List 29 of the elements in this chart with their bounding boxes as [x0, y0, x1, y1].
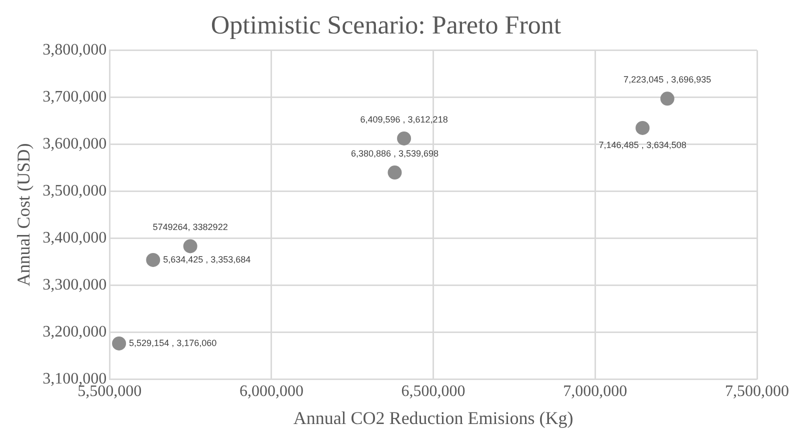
y-axis-title: Annual Cost (USD)	[14, 143, 34, 286]
point	[388, 166, 402, 180]
x-tick-label: 7,000,000	[563, 383, 628, 400]
x-tick-label: 6,500,000	[401, 383, 466, 400]
y-tick-label: 3,700,000	[42, 88, 107, 106]
y-tick-label: 3,200,000	[42, 323, 107, 340]
point	[183, 239, 198, 254]
data-label: 7,223,045 , 3,696,935	[624, 74, 712, 85]
y-tick-label: 3,300,000	[42, 276, 107, 294]
y-tick-label: 3,100,000	[42, 370, 107, 388]
y-tick-label: 3,500,000	[42, 182, 107, 200]
point	[397, 131, 412, 146]
data-label: 5749264, 3382922	[152, 222, 228, 232]
data-label: 6,380,886 , 3,539,698	[350, 148, 439, 159]
y-tick-label: 3,400,000	[42, 229, 107, 246]
x-tick-label: 6,000,000	[239, 383, 304, 400]
y-tick-label: 3,800,000	[42, 41, 107, 58]
y-tick-label: 3,600,000	[42, 135, 107, 152]
data-label: 5,634,425 , 3,353,684	[163, 254, 251, 264]
data-label: 7,146,485 , 3,634,508	[598, 140, 686, 150]
point	[636, 120, 650, 135]
point	[146, 252, 160, 267]
point	[112, 336, 126, 350]
x-tick-label: 7,500,000	[725, 383, 789, 400]
data-label: 5,529,154 , 3,176,060	[129, 338, 217, 348]
x-axis-title: Annual CO2 Reduction Emisions (Kg)	[293, 408, 574, 428]
data-label: 6,409,596 , 3,612,218	[360, 114, 448, 124]
point	[660, 92, 674, 106]
chart-title: Optimistic Scenario: Pareto Front	[210, 10, 562, 40]
